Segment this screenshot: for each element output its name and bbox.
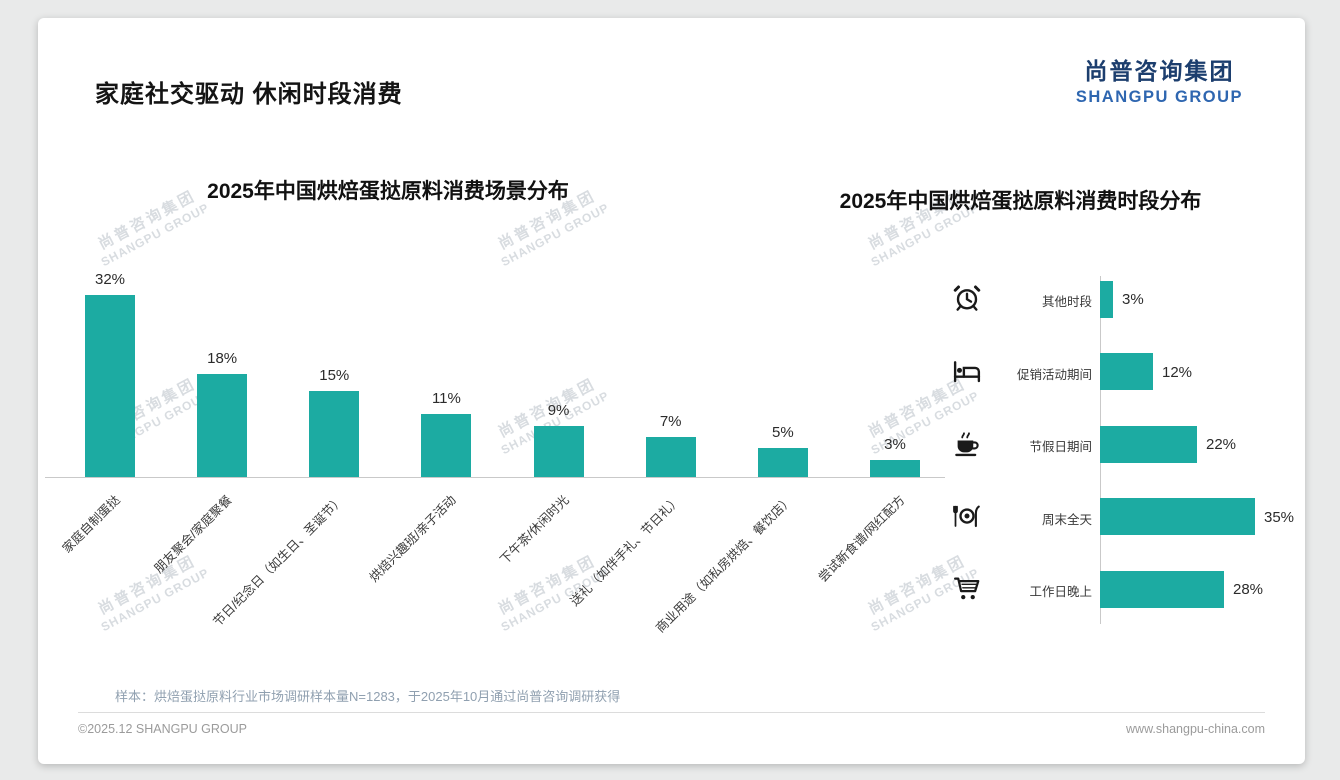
scene-bar-value: 32% <box>94 271 126 288</box>
footer-website: www.shangpu-china.com <box>1126 722 1265 736</box>
hot-drink-icon <box>952 428 984 460</box>
time-bar-value: 22% <box>1206 436 1237 453</box>
scene-bar <box>85 295 135 477</box>
scene-bar <box>197 374 248 477</box>
footer-copyright: ©2025.12 SHANGPU GROUP <box>78 722 247 736</box>
time-category-label: 工作日晚上 <box>1029 585 1092 599</box>
time-bar <box>1100 498 1255 535</box>
scene-bar <box>309 391 360 477</box>
scene-bar-value: 18% <box>207 350 238 367</box>
alarm-clock-icon <box>952 283 984 315</box>
scene-bar <box>645 437 696 477</box>
scene-bar <box>869 460 920 477</box>
brand-logo: 尚普咨询集团 SHANGPU GROUP <box>1076 52 1243 107</box>
time-bar <box>1100 280 1113 318</box>
scene-bar <box>421 414 472 477</box>
slide: 尚普咨询集团 SHANGPU GROUP 尚普咨询集团 SHANGPU GROUP 尚普… <box>38 18 1305 764</box>
sample-note: 样本：烘焙蛋挞原料行业市场调研样本量N=1283，于2025年10月通过尚普咨询… <box>115 689 621 704</box>
time-bar-value: 35% <box>1264 508 1295 526</box>
scene-bar-value: 9% <box>547 402 570 419</box>
time-category-label: 节假日期间 <box>1029 440 1092 454</box>
bed-icon <box>952 356 984 388</box>
footer-divider <box>78 712 1265 713</box>
time-chart: 3% 其他时段 12% 促销活动期间 22% 节假日期间 35% 周末全天 28% 工作日晚上 <box>38 18 1305 764</box>
dining-icon <box>952 501 984 533</box>
scene-bar-value: 3% <box>884 436 906 453</box>
scene-bar-value: 11% <box>431 390 461 407</box>
scene-bar <box>757 448 808 477</box>
brand-logo-chinese: 尚普咨询集团 <box>1084 58 1235 84</box>
time-category-label: 周末全天 <box>1041 512 1092 527</box>
scene-bar-value: 15% <box>319 367 350 384</box>
scene-bar-value: 5% <box>771 424 794 441</box>
time-bar <box>1100 425 1197 463</box>
time-bar-value: 12% <box>1162 363 1193 381</box>
scene-bar-value: 7% <box>659 413 682 430</box>
scene-chart-title: 2025年中国烘焙蛋挞原料消费场景分布 <box>207 180 569 203</box>
page-title: 家庭社交驱动 休闲时段消费 <box>95 81 403 108</box>
time-chart-title: 2025年中国烘焙蛋挞原料消费时段分布 <box>839 190 1202 213</box>
time-bar-value: 3% <box>1122 291 1144 308</box>
time-category-label: 其他时段 <box>1041 295 1092 309</box>
scene-chart: 32% 18% 15% 11% 9% 7% 5% 3% <box>45 268 945 478</box>
time-category-label: 促销活动期间 <box>1016 367 1092 382</box>
time-bar <box>1100 570 1224 608</box>
time-bar-value: 28% <box>1233 581 1264 598</box>
shopping-cart-icon <box>952 573 984 605</box>
scene-bar <box>533 426 584 477</box>
time-bar <box>1100 353 1153 390</box>
brand-logo-english: SHANGPU GROUP <box>1075 88 1243 106</box>
